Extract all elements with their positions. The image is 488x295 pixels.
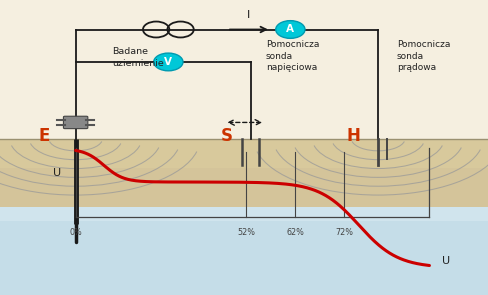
Polygon shape bbox=[0, 139, 488, 168]
Circle shape bbox=[276, 21, 305, 38]
Text: I: I bbox=[247, 10, 250, 20]
Text: 52%: 52% bbox=[238, 228, 255, 237]
Text: A: A bbox=[286, 24, 294, 35]
Text: 0%: 0% bbox=[69, 228, 82, 237]
Text: U: U bbox=[53, 168, 61, 178]
Text: Pomocnicza
sonda
prądowa: Pomocnicza sonda prądowa bbox=[397, 40, 450, 72]
Text: 72%: 72% bbox=[335, 228, 353, 237]
Text: 62%: 62% bbox=[286, 228, 304, 237]
Text: H: H bbox=[347, 127, 361, 145]
Text: Badane
uziemienie: Badane uziemienie bbox=[112, 47, 164, 68]
FancyBboxPatch shape bbox=[63, 116, 88, 129]
Polygon shape bbox=[0, 139, 488, 206]
Polygon shape bbox=[0, 206, 488, 221]
Polygon shape bbox=[0, 206, 488, 295]
Text: E: E bbox=[38, 127, 50, 145]
Text: Pomocnicza
sonda
napięciowa: Pomocnicza sonda napięciowa bbox=[266, 40, 319, 72]
Text: U: U bbox=[442, 256, 450, 266]
Polygon shape bbox=[0, 0, 488, 139]
Text: V: V bbox=[164, 57, 172, 67]
Circle shape bbox=[154, 53, 183, 71]
Text: S: S bbox=[221, 127, 233, 145]
